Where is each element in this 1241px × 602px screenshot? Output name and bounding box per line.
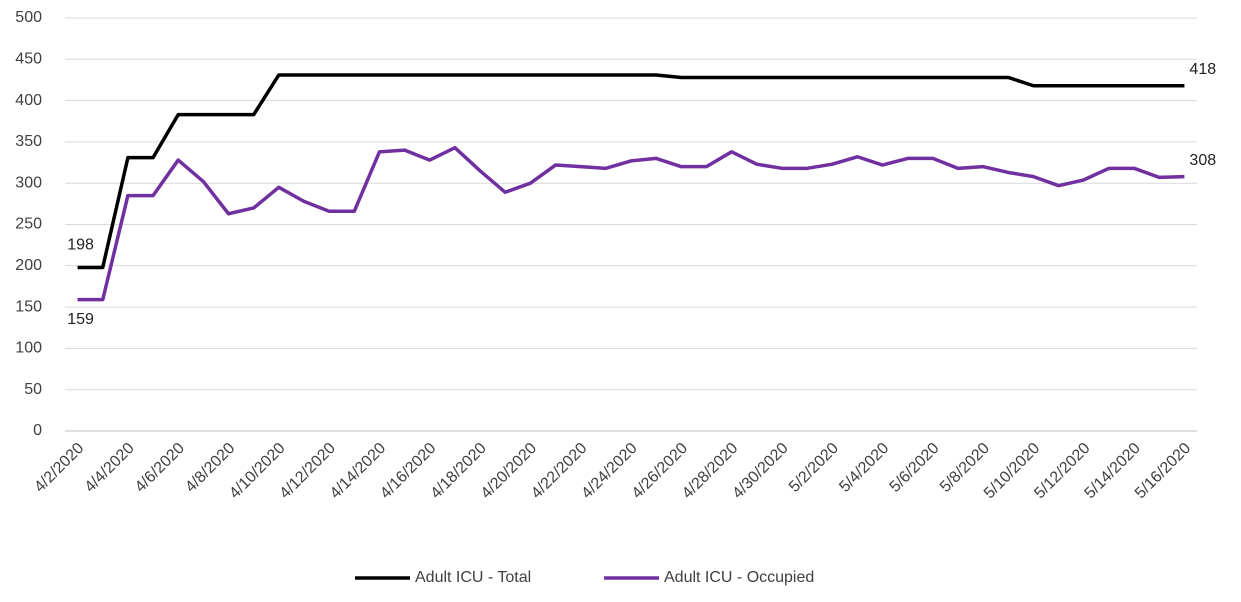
data-label: 308 [1189,152,1216,169]
y-tick-label: 100 [15,340,42,357]
series-line [77,73,1185,270]
x-tick-label: 4/4/2020 [82,440,138,496]
data-label: 198 [67,237,94,254]
x-tick-label: 5/6/2020 [887,440,943,496]
y-tick-label: 200 [15,257,42,274]
y-tick-label: 50 [24,381,42,398]
x-tick-label: 4/6/2020 [132,440,188,496]
y-tick-label: 250 [15,216,42,233]
data-label: 159 [67,311,94,328]
data-label: 418 [1189,61,1216,78]
y-tick-label: 450 [15,51,42,68]
x-tick-label: 4/30/2020 [729,440,791,502]
legend-label: Adult ICU - Total [415,569,531,586]
x-tick-label: 5/2/2020 [786,440,842,496]
y-tick-label: 0 [33,422,42,439]
y-tick-label: 300 [15,174,42,191]
y-tick-label: 500 [15,9,42,26]
series-line [77,145,1185,302]
y-tick-label: 350 [15,133,42,150]
x-tick-label: 5/16/2020 [1132,440,1194,502]
y-tick-label: 150 [15,298,42,315]
x-tick-label: 5/4/2020 [836,440,892,496]
legend-label: Adult ICU - Occupied [664,569,814,586]
x-tick-label: 4/2/2020 [31,440,87,496]
y-tick-label: 400 [15,92,42,109]
